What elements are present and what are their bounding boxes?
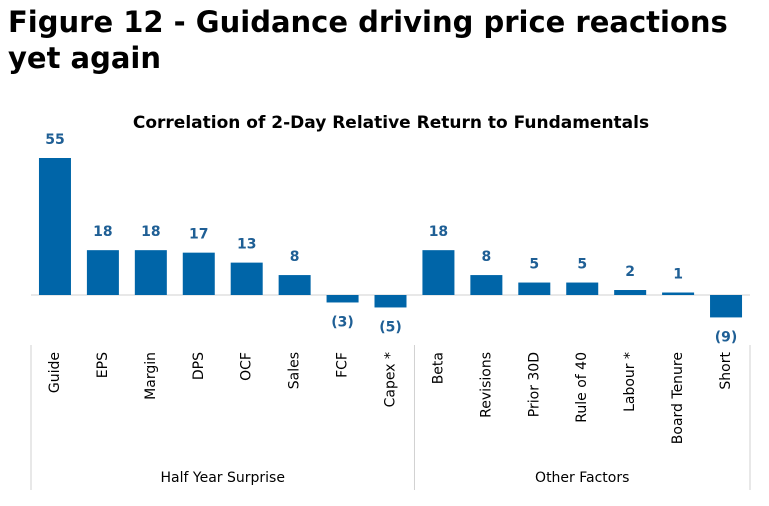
value-label: 18: [429, 224, 448, 240]
bar: [182, 252, 215, 295]
x-tick-label: Rule of 40: [574, 352, 590, 423]
bar: [374, 295, 407, 308]
x-tick-label: Revisions: [478, 352, 494, 418]
value-label: (5): [379, 319, 402, 335]
group-label: Other Factors: [535, 470, 629, 486]
bar: [278, 275, 311, 295]
value-label: 5: [529, 257, 539, 273]
group-label: Half Year Surprise: [161, 470, 285, 486]
x-tick-label: OCF: [239, 352, 255, 381]
bar: [326, 295, 359, 303]
x-tick-label: Labour *: [622, 352, 638, 412]
bar: [230, 262, 263, 295]
value-label: 13: [237, 237, 256, 253]
x-tick-label: Margin: [143, 352, 159, 400]
bar: [38, 158, 71, 295]
bar: [134, 250, 167, 295]
value-label: 17: [189, 227, 208, 243]
bar: [470, 275, 503, 295]
bar: [614, 290, 647, 295]
value-label: 8: [290, 249, 300, 265]
value-label: 18: [141, 224, 160, 240]
chart-title: Correlation of 2-Day Relative Return to …: [133, 113, 649, 133]
value-label: 1: [673, 267, 683, 283]
x-tick-label: Guide: [47, 352, 63, 393]
value-label: (3): [331, 314, 354, 330]
bar: [422, 250, 455, 295]
x-tick-label: Sales: [287, 352, 303, 389]
value-label: 5: [577, 257, 587, 273]
x-tick-label: Capex *: [383, 352, 399, 407]
value-label: 8: [481, 249, 491, 265]
x-tick-label: Beta: [430, 352, 446, 384]
value-label: 2: [625, 264, 635, 280]
x-tick-label: FCF: [335, 352, 351, 378]
x-tick-label: Short: [718, 351, 734, 389]
bar: [566, 282, 599, 295]
value-label: 18: [93, 224, 112, 240]
value-label: (9): [715, 329, 738, 345]
bar: [518, 282, 551, 295]
x-tick-label: Prior 30D: [526, 352, 542, 417]
bar: [710, 295, 743, 318]
figure-title: Figure 12 - Guidance driving price react…: [8, 5, 728, 75]
x-tick-label: EPS: [95, 352, 111, 378]
x-tick-label: Board Tenure: [670, 352, 686, 444]
bar: [662, 292, 695, 295]
bar: [86, 250, 119, 295]
x-tick-label: DPS: [191, 352, 207, 380]
value-label: 55: [45, 132, 64, 148]
